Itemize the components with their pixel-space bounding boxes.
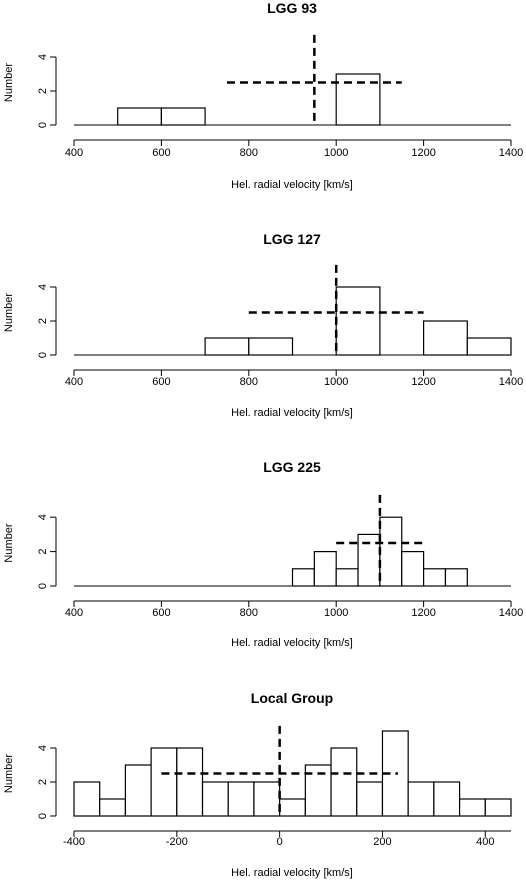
- y-tick-label: 2: [37, 318, 49, 324]
- histogram-bar: [253, 781, 281, 817]
- histogram-bar: [204, 337, 250, 356]
- histogram-bar: [248, 337, 294, 356]
- x-tick-label: 1000: [324, 147, 348, 159]
- y-axis-label: Number: [3, 63, 15, 102]
- histogram-bar: [356, 781, 384, 817]
- histogram-bar: [117, 107, 162, 126]
- histogram-bar: [433, 781, 461, 817]
- histogram-bar: [176, 747, 204, 817]
- y-tick-label: 0: [37, 352, 49, 358]
- x-tick-label: 1000: [324, 607, 348, 619]
- panel-2: LGG 127 400 600 800 1000 1200 1400 Hel. radial …: [3, 231, 523, 419]
- histogram-bar: [484, 798, 512, 817]
- y-axis-label: Number: [3, 523, 15, 562]
- histogram-bar: [423, 568, 447, 587]
- x-tick-label: 1200: [411, 607, 435, 619]
- histogram-bar: [458, 798, 486, 817]
- histogram-bar: [466, 337, 512, 356]
- y-tick-label: 2: [37, 549, 49, 555]
- x-tick-label: 400: [65, 147, 83, 159]
- x-tick-label: 800: [240, 607, 258, 619]
- panel-title: LGG 127: [263, 231, 321, 247]
- y-tick-label: 0: [37, 813, 49, 819]
- panel-title: LGG 225: [263, 459, 321, 475]
- x-axis-label: Hel. radial velocity [km/s]: [231, 179, 353, 191]
- y-tick-label: 0: [37, 122, 49, 128]
- panel-4: Local Group -400 -200 0 200 400 Hel. radial ve…: [3, 690, 512, 879]
- x-tick-label: 1400: [499, 607, 523, 619]
- histogram-bar: [313, 550, 337, 587]
- x-tick-label: 1000: [324, 376, 348, 388]
- x-tick-label: 800: [240, 147, 258, 159]
- x-axis-label: Hel. radial velocity [km/s]: [231, 637, 353, 649]
- y-axis-label: Number: [3, 293, 15, 332]
- panel-title: LGG 93: [267, 0, 317, 16]
- y-axis-label: Number: [3, 754, 15, 793]
- x-tick-label: 600: [152, 607, 170, 619]
- histogram-bar: [160, 107, 206, 126]
- x-tick-label: 1400: [499, 376, 523, 388]
- histogram-bar: [407, 781, 435, 817]
- x-tick-label: 600: [152, 376, 170, 388]
- x-tick-label: 200: [373, 836, 391, 848]
- y-tick-label: 4: [37, 284, 49, 290]
- x-tick-label: 600: [152, 147, 170, 159]
- x-tick-label: 400: [65, 376, 83, 388]
- histogram-bar: [330, 747, 358, 817]
- histogram-bar: [150, 747, 178, 817]
- x-tick-label: -200: [166, 836, 188, 848]
- histogram-bar: [124, 764, 152, 817]
- y-tick-label: 2: [37, 779, 49, 785]
- histogram-bar: [201, 781, 229, 817]
- histogram-bar: [227, 781, 255, 817]
- histogram-bar: [444, 568, 468, 587]
- x-axis-label: Hel. radial velocity [km/s]: [231, 407, 353, 419]
- y-tick-label: 4: [37, 54, 49, 60]
- histogram-bar: [73, 781, 101, 817]
- x-tick-label: 400: [65, 607, 83, 619]
- y-tick-label: 4: [37, 745, 49, 751]
- x-tick-label: 1400: [499, 147, 523, 159]
- y-tick-label: 2: [37, 88, 49, 94]
- x-axis-label: Hel. radial velocity [km/s]: [231, 867, 353, 879]
- x-tick-label: 800: [240, 376, 258, 388]
- y-tick-label: 4: [37, 514, 49, 520]
- panel-title: Local Group: [251, 690, 333, 706]
- panel-3: LGG 225 400 600 800 1000 1200 1400 Hel. radial …: [3, 459, 523, 649]
- histogram-bar: [423, 320, 468, 356]
- x-tick-label: 1200: [411, 147, 435, 159]
- x-tick-label: 400: [476, 836, 494, 848]
- histogram-bar: [401, 550, 425, 587]
- panel-1: LGG 93 400 600 800 1000 1200 1400 Hel. radial v…: [3, 0, 523, 191]
- histogram-bar: [335, 286, 381, 356]
- y-tick-label: 0: [37, 583, 49, 589]
- histogram-bar: [379, 516, 403, 587]
- x-tick-label: 1200: [411, 376, 435, 388]
- histogram-bar: [291, 568, 315, 587]
- histogram-bar: [99, 798, 127, 817]
- histogram-bar: [279, 798, 306, 817]
- x-tick-label: -400: [63, 836, 85, 848]
- histogram-bar: [335, 568, 359, 587]
- x-tick-label: 0: [277, 836, 283, 848]
